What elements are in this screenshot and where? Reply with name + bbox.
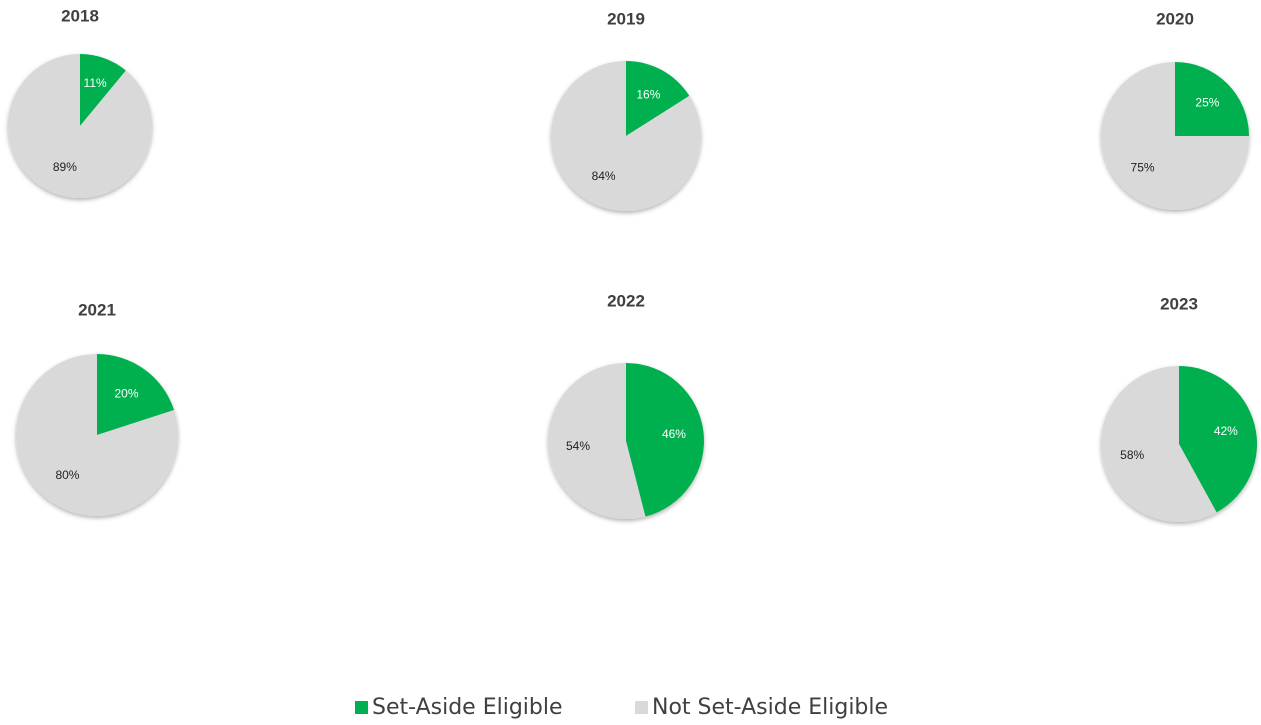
data-label: 42% [1214, 424, 1238, 438]
pie-slice [7, 54, 153, 198]
legend-label: Not Set-Aside Eligible [652, 695, 888, 720]
pie [7, 54, 153, 198]
pie-slice [1179, 366, 1257, 513]
pie-slice [548, 363, 646, 519]
pie-slice [551, 61, 701, 211]
chart-title: 2023 [1160, 294, 1198, 313]
chart-title: 2020 [1156, 9, 1194, 28]
data-label: 16% [636, 87, 660, 101]
legend-label: Set-Aside Eligible [372, 695, 563, 720]
pie-slice [80, 54, 126, 126]
pie-slice [16, 354, 179, 516]
data-label: 80% [55, 468, 79, 482]
data-label: 20% [115, 387, 139, 401]
chart-title: 2021 [78, 300, 116, 319]
chart-title: 2019 [607, 9, 645, 28]
data-label: 58% [1120, 448, 1144, 462]
data-label: 89% [53, 160, 77, 174]
pie [16, 354, 179, 516]
data-label: 75% [1131, 161, 1155, 175]
legend-swatch [635, 701, 648, 714]
data-label: 11% [84, 76, 107, 90]
pie-slice [1175, 62, 1249, 136]
pie [1101, 62, 1249, 210]
chart-title: 2018 [61, 6, 99, 25]
pie [551, 61, 701, 211]
chart-title: 2022 [607, 291, 645, 310]
data-label: 46% [662, 427, 686, 441]
data-label: 54% [566, 439, 590, 453]
data-label: 84% [592, 169, 616, 183]
pie-slice [97, 354, 175, 435]
pie-slice [626, 363, 705, 517]
pie-slice [626, 61, 690, 136]
legend-swatch [355, 701, 368, 714]
pie [1101, 366, 1257, 522]
pie [548, 363, 705, 519]
pie-slice [1101, 366, 1217, 522]
data-label: 25% [1195, 96, 1219, 110]
pie-slice [1101, 62, 1249, 210]
